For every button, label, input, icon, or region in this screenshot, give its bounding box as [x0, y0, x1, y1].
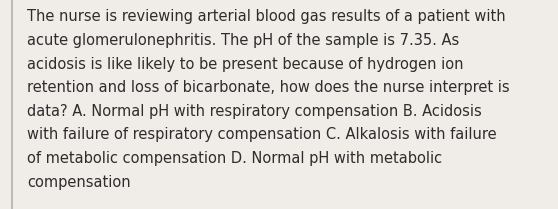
Text: acute glomerulonephritis. The pH of the sample is 7.35. As: acute glomerulonephritis. The pH of the … [27, 33, 459, 48]
Text: data? A. Normal pH with respiratory compensation B. Acidosis: data? A. Normal pH with respiratory comp… [27, 104, 482, 119]
Text: of metabolic compensation D. Normal pH with metabolic: of metabolic compensation D. Normal pH w… [27, 151, 442, 166]
Text: retention and loss of bicarbonate, how does the nurse interpret is: retention and loss of bicarbonate, how d… [27, 80, 509, 95]
Text: The nurse is reviewing arterial blood gas results of a patient with: The nurse is reviewing arterial blood ga… [27, 9, 506, 24]
Text: acidosis is like likely to be present because of hydrogen ion: acidosis is like likely to be present be… [27, 57, 463, 72]
Text: with failure of respiratory compensation C. Alkalosis with failure: with failure of respiratory compensation… [27, 127, 497, 143]
Text: compensation: compensation [27, 175, 131, 190]
